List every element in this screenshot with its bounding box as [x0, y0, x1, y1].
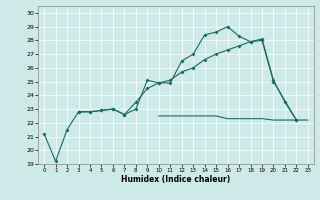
- X-axis label: Humidex (Indice chaleur): Humidex (Indice chaleur): [121, 175, 231, 184]
